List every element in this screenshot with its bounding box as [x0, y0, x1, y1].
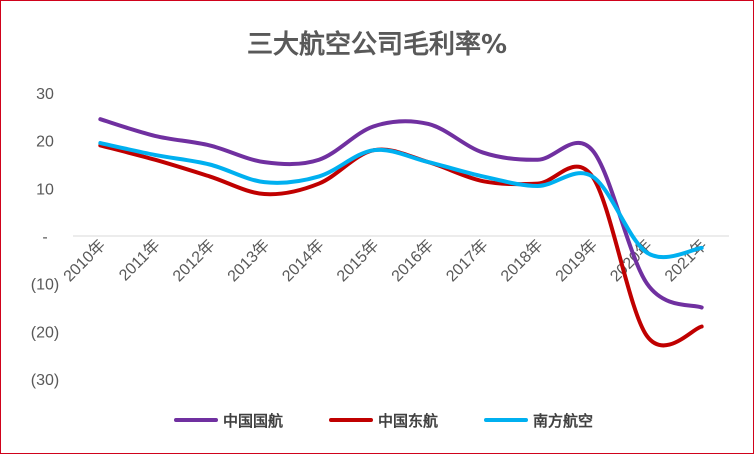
y-tick-label: 30 — [36, 86, 54, 103]
legend-label: 中国东航 — [378, 412, 438, 430]
legend-label: 南方航空 — [533, 412, 593, 430]
x-tick-label: 2012年 — [169, 236, 218, 285]
x-tick-label: 2019年 — [552, 236, 601, 285]
y-tick-label: (10) — [31, 277, 59, 294]
series-line-2 — [98, 143, 704, 348]
chart-title: 三大航空公司毛利率% — [247, 29, 507, 60]
x-tick-label: 2017年 — [443, 236, 492, 285]
y-tick-label: - — [42, 229, 47, 246]
y-tick-label: 10 — [36, 181, 54, 198]
series-lines — [98, 117, 704, 348]
x-tick-label: 2016年 — [388, 236, 437, 285]
series-line-1 — [98, 117, 704, 310]
legend-label: 中国国航 — [223, 412, 283, 430]
x-axis-ticks: 2010年 2011年 2012年 2013年 2014年 2015年 2016年 2017年… — [60, 236, 711, 285]
y-axis-ticks: 30 20 10 - (10) (20) (30) — [31, 86, 59, 389]
series-line-3 — [98, 141, 704, 260]
x-tick-label: 2018年 — [497, 236, 546, 285]
legend: 中国国航 中国东航 南方航空 — [174, 412, 593, 430]
y-tick-label: (20) — [31, 324, 59, 341]
x-tick-label: 2011年 — [115, 236, 163, 284]
x-tick-label: 2010年 — [60, 236, 109, 285]
y-tick-label: (30) — [31, 372, 59, 389]
y-tick-label: 20 — [36, 134, 54, 151]
x-tick-label: 2013年 — [224, 236, 273, 285]
x-tick-label: 2014年 — [279, 236, 328, 285]
x-tick-label: 2021年 — [661, 236, 710, 285]
x-tick-label: 2015年 — [333, 236, 382, 285]
